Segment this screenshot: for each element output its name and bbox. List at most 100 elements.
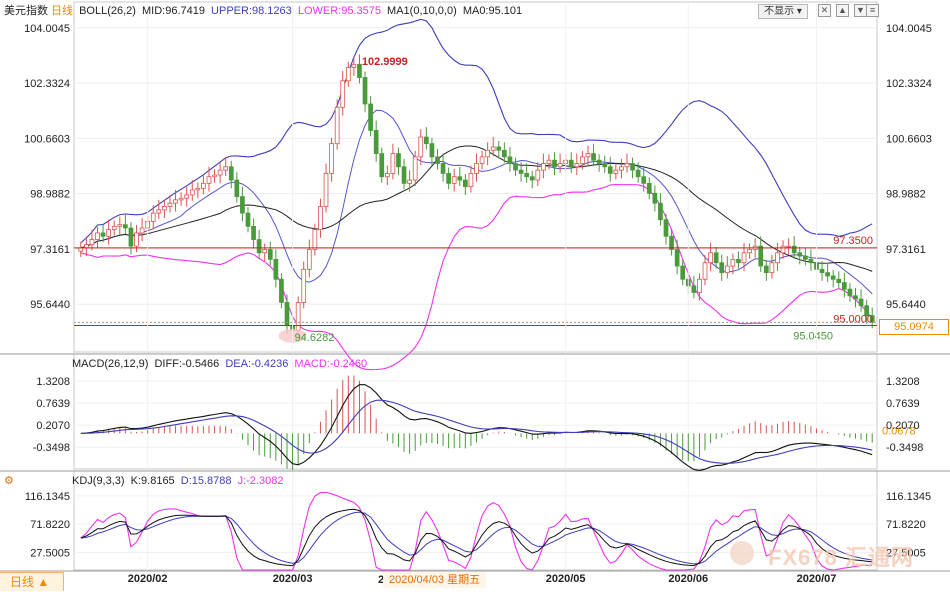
candle — [334, 106, 340, 145]
kdj-j-line — [80, 491, 873, 571]
main-panel-header: 美元指数 日线 BOLL(26,2) MID:96.7419 UPPER:98.1… — [4, 4, 525, 18]
candle — [128, 227, 134, 247]
candle — [557, 163, 563, 168]
candle — [490, 146, 496, 151]
settings-icon[interactable]: ≡ — [866, 4, 879, 17]
symbol-title: 美元指数 — [4, 5, 48, 17]
current-price-tag: 95.0974 — [879, 319, 949, 335]
candle — [301, 268, 307, 303]
candle — [825, 272, 830, 277]
candle — [535, 169, 541, 181]
kdj-k-line — [80, 508, 873, 567]
main-y-tick-left: 95.6440 — [30, 299, 70, 311]
kdj-y-tick-left: 71.8220 — [30, 519, 70, 531]
candle — [674, 249, 680, 267]
ma0-value: MA0:95.101 — [462, 5, 523, 17]
candle — [184, 194, 190, 199]
candle — [791, 245, 797, 254]
boll-upper-value: UPPER:98.1263 — [211, 5, 292, 17]
candle — [150, 212, 156, 222]
candle — [206, 176, 212, 184]
candle — [390, 153, 396, 174]
candle — [228, 166, 234, 181]
macd-diff-line — [80, 384, 873, 471]
macd-hist-value: MACD:-0.2460 — [294, 358, 368, 370]
candle — [401, 166, 407, 184]
candle — [736, 259, 741, 264]
candle — [134, 232, 139, 247]
candle — [624, 163, 630, 168]
main-y-tick-right: 102.3324 — [886, 78, 932, 90]
main-y-tick-right: 98.9882 — [886, 189, 926, 201]
period-label: 日线 — [51, 5, 73, 17]
hide-button-label: 不显示 — [764, 6, 795, 17]
candle — [212, 174, 217, 178]
candle — [635, 169, 641, 178]
candle — [345, 67, 351, 82]
macd-params: MACD(26,12,9) — [72, 358, 149, 370]
candle — [808, 259, 814, 264]
candle — [362, 77, 368, 105]
kdj-d-value: D:15.8788 — [180, 475, 232, 487]
candle — [619, 166, 624, 171]
macd-dea-value: DEA:-0.4236 — [225, 358, 289, 370]
candle — [507, 156, 513, 164]
candle — [585, 153, 591, 158]
candle — [775, 252, 780, 264]
candle — [407, 179, 412, 184]
candle — [368, 103, 373, 131]
main-panel-frame — [73, 1, 878, 353]
candle — [769, 262, 775, 274]
candle — [541, 163, 546, 171]
candle — [741, 252, 747, 264]
candle — [858, 298, 864, 307]
kdj-y-tick-left: 27.5005 — [30, 547, 70, 559]
high-label: 102.9999 — [362, 56, 408, 68]
candle — [658, 202, 663, 221]
candle — [435, 156, 440, 164]
main-y-tick-right: 95.6440 — [886, 299, 926, 311]
candle — [607, 166, 613, 174]
ma-line — [80, 109, 873, 295]
kdj-y-tick-left: 116.1345 — [25, 491, 70, 503]
candle — [167, 202, 173, 207]
candle — [201, 182, 206, 189]
level-label-low: 95.0000 — [833, 314, 873, 326]
close-icon[interactable]: ✕ — [818, 4, 831, 17]
hide-indicator-button[interactable]: 不显示 ▾ — [758, 4, 808, 19]
candle — [162, 206, 167, 211]
boll-upper-line — [80, 18, 873, 244]
candle — [440, 163, 446, 174]
candle — [641, 176, 647, 184]
candle — [758, 245, 764, 267]
candle — [189, 189, 195, 196]
candle — [669, 235, 674, 250]
kdj-k-value: K:9.8165 — [130, 475, 175, 487]
candle — [412, 156, 418, 181]
candle — [546, 159, 552, 164]
candle — [251, 225, 256, 240]
gear-icon[interactable]: ⚙ — [4, 475, 14, 487]
period-tab[interactable]: 日线 ▲ — [0, 572, 64, 591]
candle — [262, 249, 268, 254]
candle — [429, 143, 435, 158]
main-y-tick-right: 100.6603 — [886, 133, 932, 145]
macd-dea-line — [80, 399, 873, 464]
candle — [797, 252, 803, 257]
boll-mid-value: MID:96.7419 — [142, 5, 205, 17]
candle — [95, 232, 100, 240]
candle — [267, 249, 273, 260]
watermark: FX678 汇通网 — [768, 545, 914, 570]
candle — [518, 169, 524, 174]
macd-y-tick-right: 0.2070 — [886, 420, 920, 432]
candle — [836, 278, 842, 283]
scroll-down-icon[interactable]: ▼ — [854, 4, 867, 17]
scroll-up-icon[interactable]: ▲ — [836, 4, 849, 17]
candle — [724, 265, 730, 274]
candle — [580, 156, 585, 164]
candle — [340, 80, 346, 108]
candle — [256, 239, 262, 254]
candle — [117, 224, 123, 227]
